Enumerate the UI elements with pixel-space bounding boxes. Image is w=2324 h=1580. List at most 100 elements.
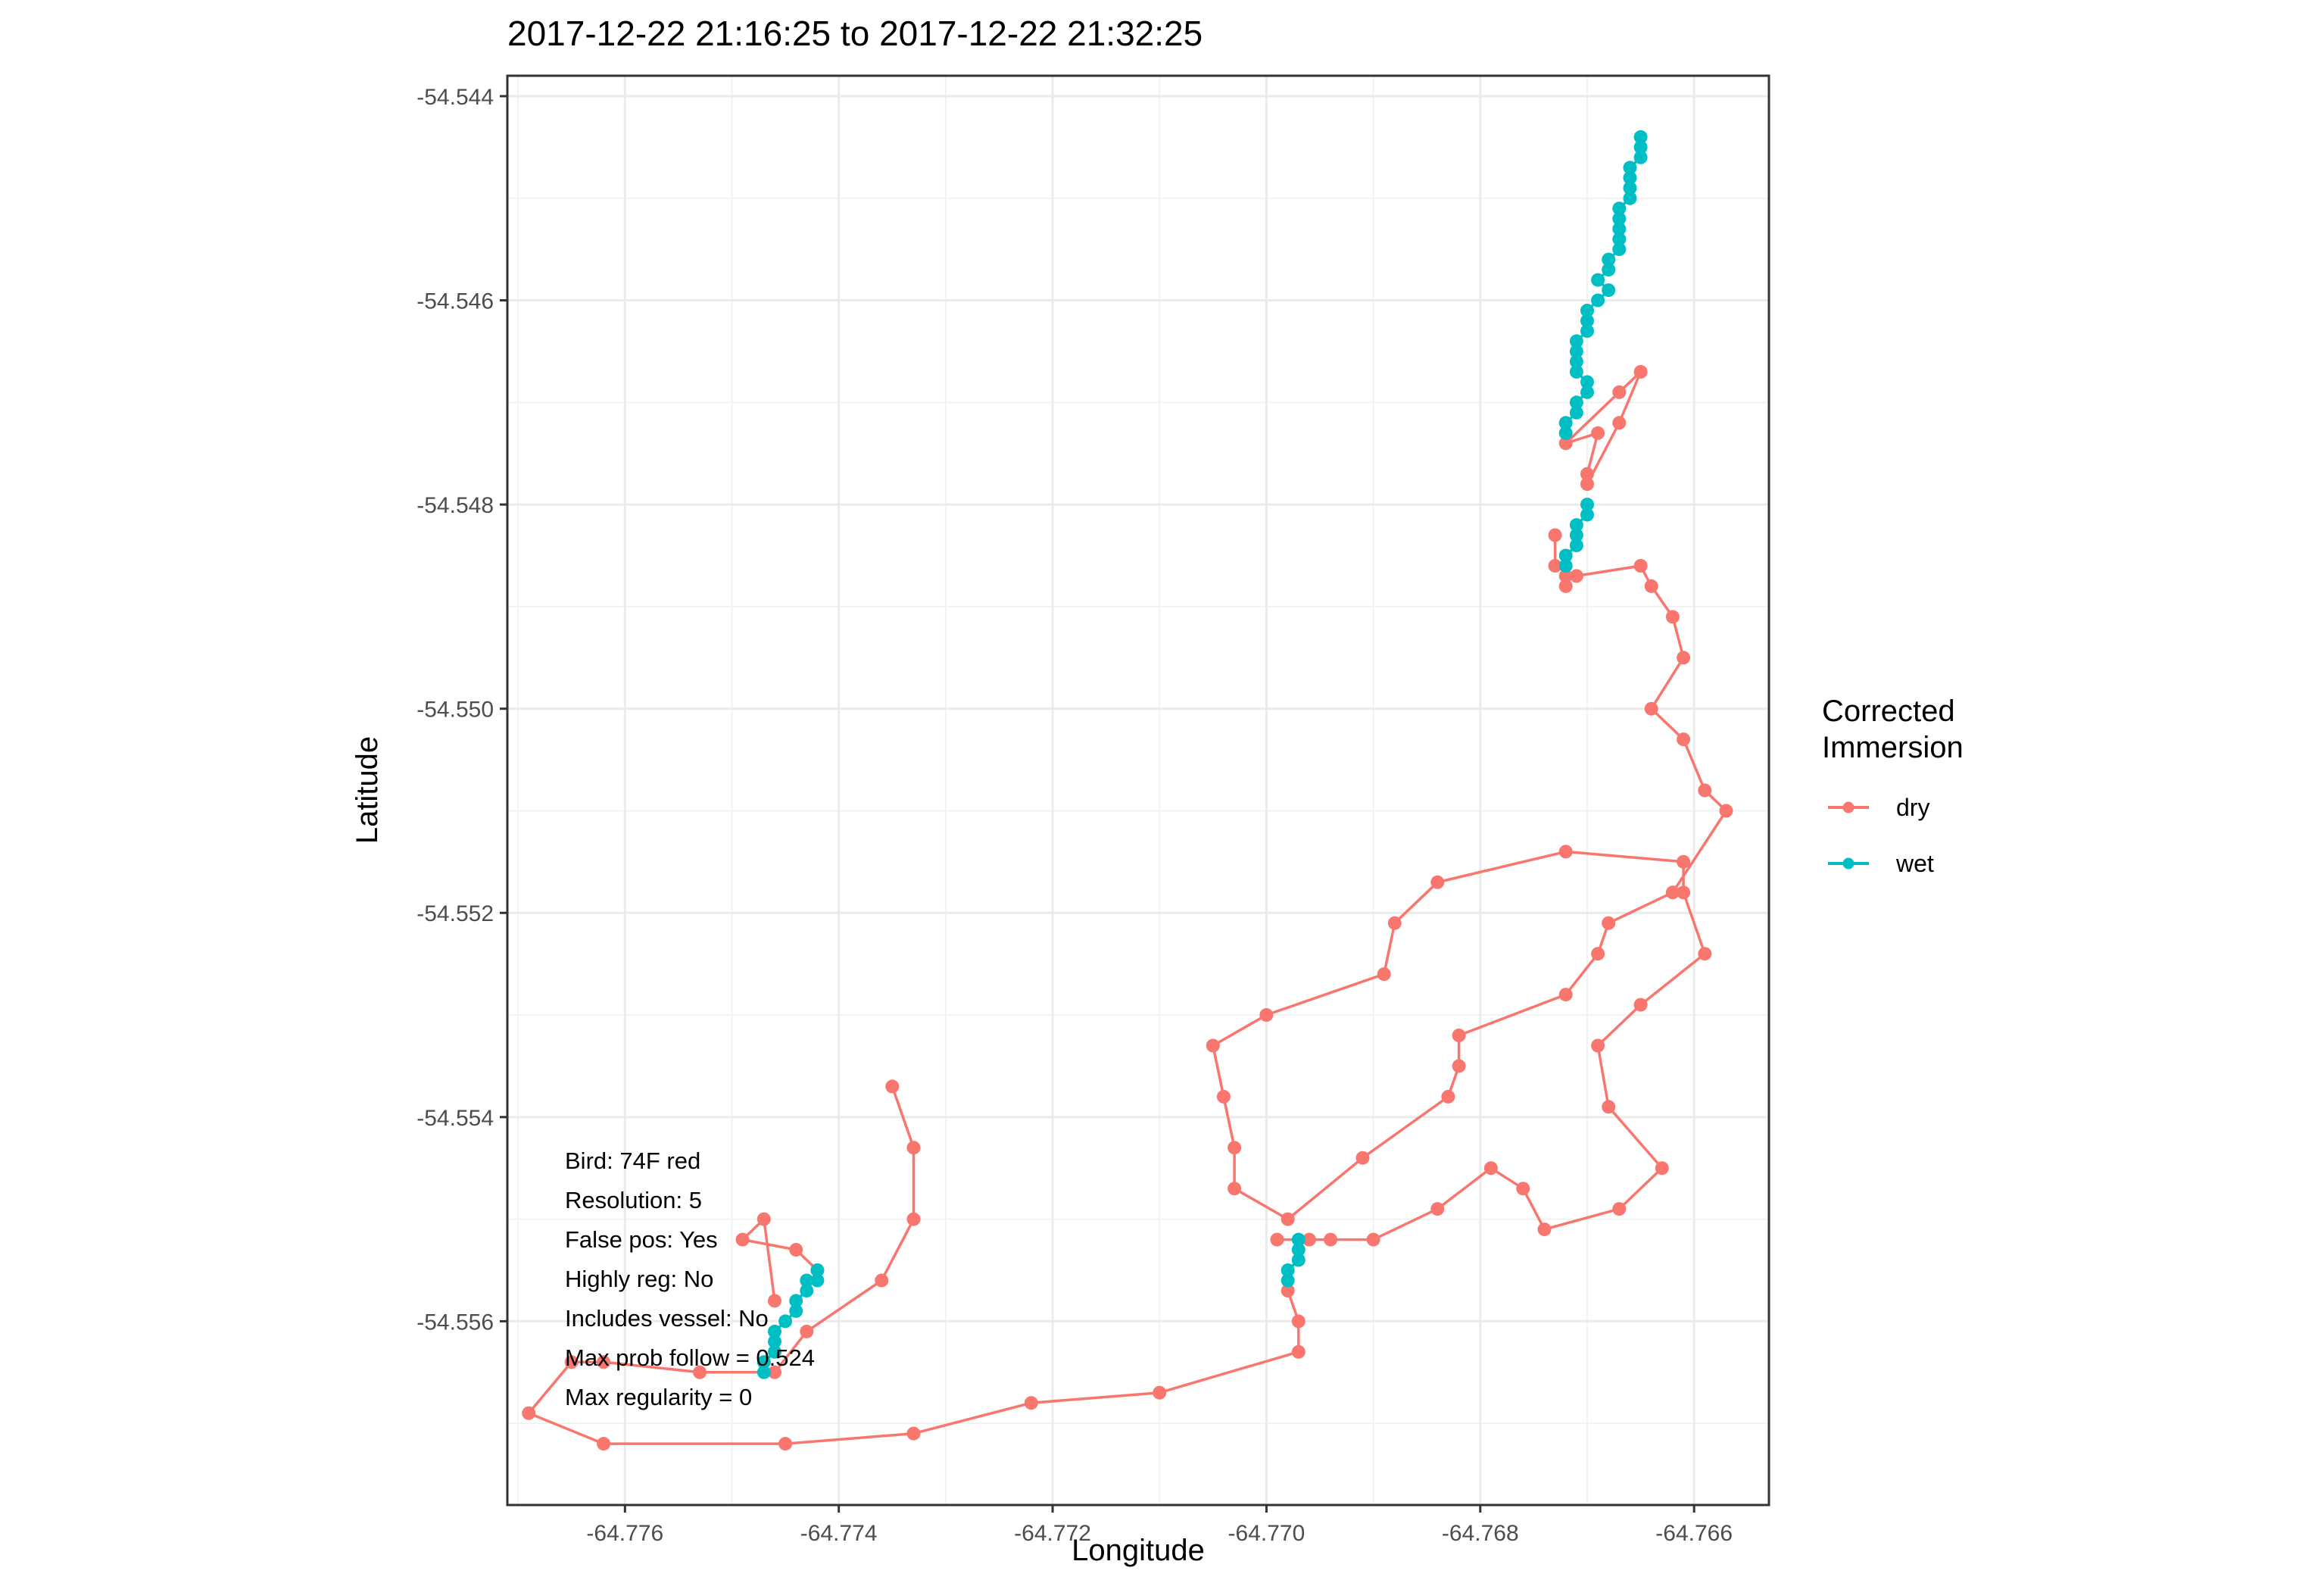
series-dry-point-2-7 — [1537, 1222, 1552, 1237]
series-wet-point-0-2 — [1633, 150, 1648, 164]
series-dry-point-2-30 — [1558, 988, 1573, 1002]
series-dry-point-2-23 — [1228, 1141, 1242, 1155]
series-wet-point-0-0 — [1633, 130, 1648, 144]
y-tick-label-2: -54.548 — [416, 493, 494, 518]
series-dry-point-4-4 — [1633, 364, 1648, 379]
legend-key-dry-point — [1842, 801, 1855, 813]
series-dry-point-2-14 — [1677, 885, 1691, 900]
y-axis-title: Latitude — [351, 736, 384, 844]
series-dry-point-2-3 — [1366, 1232, 1380, 1247]
series-dry-line-0 — [527, 1085, 1300, 1445]
series-wet-point-3-2 — [800, 1273, 814, 1288]
series-dry-point-2-21 — [1206, 1038, 1220, 1053]
series-dry-point-2-22 — [1216, 1089, 1231, 1104]
plot-border — [506, 74, 1770, 1507]
y-tick-label-6: -54.556 — [416, 1310, 494, 1335]
series-wet-point-3-9 — [768, 1344, 781, 1359]
series-dry-point-2-43 — [1548, 559, 1562, 573]
series-dry-point-2-2 — [1324, 1232, 1338, 1247]
series-wet-point-0-12 — [1602, 252, 1616, 267]
legend-label-wet: wet — [1895, 850, 1934, 877]
series-dry-point-2-15 — [1677, 854, 1691, 869]
series-wet-point-0-11 — [1612, 242, 1627, 257]
series-dry-point-2-24 — [1228, 1182, 1242, 1196]
series-dry-point-2-40 — [1644, 579, 1658, 593]
series-dry-point-4-1 — [1591, 426, 1605, 440]
series-dry-point-1-3 — [789, 1243, 803, 1257]
series-dry-point-4-0 — [1580, 467, 1594, 481]
series-wet-point-0-20 — [1569, 334, 1583, 348]
series-wet-point-0-17 — [1580, 304, 1594, 317]
series-wet-point-0-13 — [1602, 263, 1616, 277]
series-wet-point-0-5 — [1623, 181, 1637, 195]
series-dry-point-2-4 — [1430, 1202, 1445, 1216]
series-wet-point-0-24 — [1580, 375, 1594, 389]
series-dry-point-2-31 — [1591, 947, 1605, 961]
series-wet-point-0-10 — [1612, 232, 1627, 246]
series-dry-point-2-11 — [1591, 1038, 1605, 1053]
series-wet-point-1-6 — [1558, 559, 1573, 573]
series-dry-point-2-25 — [1281, 1212, 1295, 1226]
series-wet-point-1-2 — [1569, 518, 1583, 532]
series-dry-point-0-14 — [1153, 1385, 1167, 1400]
annotation-line-6: Max regularity = 0 — [565, 1384, 752, 1410]
annotation-block: Bird: 74F red Resolution: 5 False pos: Yes… — [565, 1148, 815, 1410]
series-dry-point-0-2 — [906, 1212, 921, 1226]
series-dry-point-2-33 — [1665, 885, 1680, 900]
series-wet-point-2-2 — [1291, 1253, 1305, 1267]
series-wet-point-3-5 — [789, 1304, 803, 1318]
series-wet-point-0-16 — [1591, 293, 1605, 308]
x-tick-label-2: -64.772 — [1014, 1521, 1091, 1546]
series-wet-point-2-4 — [1281, 1273, 1295, 1288]
series-dry-point-2-35 — [1698, 783, 1712, 798]
series-wet-point-3-1 — [810, 1273, 825, 1288]
series-dry-point-0-16 — [1291, 1314, 1305, 1329]
series-wet-point-3-4 — [789, 1294, 803, 1308]
grid-lines — [507, 76, 1769, 1505]
y-tick-label-5: -54.554 — [416, 1106, 494, 1131]
series-dry-point-3-1 — [1558, 569, 1573, 583]
y-tick-label-3: -54.550 — [416, 698, 494, 723]
series-wet-point-0-4 — [1623, 170, 1637, 185]
series-dry-point-2-18 — [1387, 916, 1402, 930]
legend-label-dry: dry — [1896, 794, 1929, 821]
series-dry-point-2-42 — [1569, 569, 1583, 583]
series-dry-point-0-15 — [1291, 1344, 1305, 1359]
series-wet-point-2-0 — [1291, 1232, 1305, 1247]
series-wet-point-0-8 — [1612, 211, 1627, 226]
series-wet-point-1-0 — [1580, 498, 1594, 512]
annotation-line-4: Includes vessel: No — [565, 1305, 769, 1332]
series-dry-point-4-5 — [1612, 416, 1627, 430]
y-tick-label-4: -54.552 — [416, 901, 494, 926]
series-layer — [522, 130, 1733, 1451]
annotation-line-0: Bird: 74F red — [565, 1148, 700, 1174]
series-wet-point-0-7 — [1612, 201, 1627, 216]
series-dry-point-1-2 — [735, 1232, 750, 1247]
x-axis-title: Longitude — [1072, 1534, 1205, 1567]
series-wet-point-3-7 — [768, 1324, 781, 1338]
series-dry-point-2-8 — [1612, 1202, 1627, 1216]
series-dry-point-2-28 — [1452, 1059, 1466, 1073]
legend: Corrected Immersion dry wet — [1822, 695, 1964, 877]
series-dry-point-2-6 — [1516, 1182, 1530, 1196]
y-tick-label-0: -54.544 — [416, 85, 494, 110]
series-dry-point-2-41 — [1633, 559, 1648, 573]
series-dry-point-0-6 — [693, 1365, 707, 1379]
annotation-line-5: Max prob follow = 0.524 — [565, 1344, 815, 1371]
series-wet-point-3-8 — [768, 1335, 781, 1349]
x-tick-label-1: -64.774 — [800, 1521, 878, 1546]
x-tick-label-3: -64.770 — [1228, 1521, 1305, 1546]
series-wet-point-1-1 — [1580, 507, 1594, 522]
series-wet-point-1-5 — [1558, 548, 1573, 563]
series-dry-point-2-36 — [1677, 732, 1691, 747]
x-tick-label-4: -64.768 — [1442, 1521, 1519, 1546]
series-dry-point-0-8 — [564, 1355, 579, 1369]
series-dry-point-2-12 — [1633, 998, 1648, 1012]
legend-title-line-1: Corrected — [1822, 695, 1955, 728]
series-dry-point-0-4 — [800, 1324, 814, 1338]
series-dry-point-2-29 — [1452, 1029, 1466, 1042]
series-wet-point-3-3 — [800, 1284, 814, 1297]
series-dry-point-0-10 — [597, 1437, 611, 1451]
